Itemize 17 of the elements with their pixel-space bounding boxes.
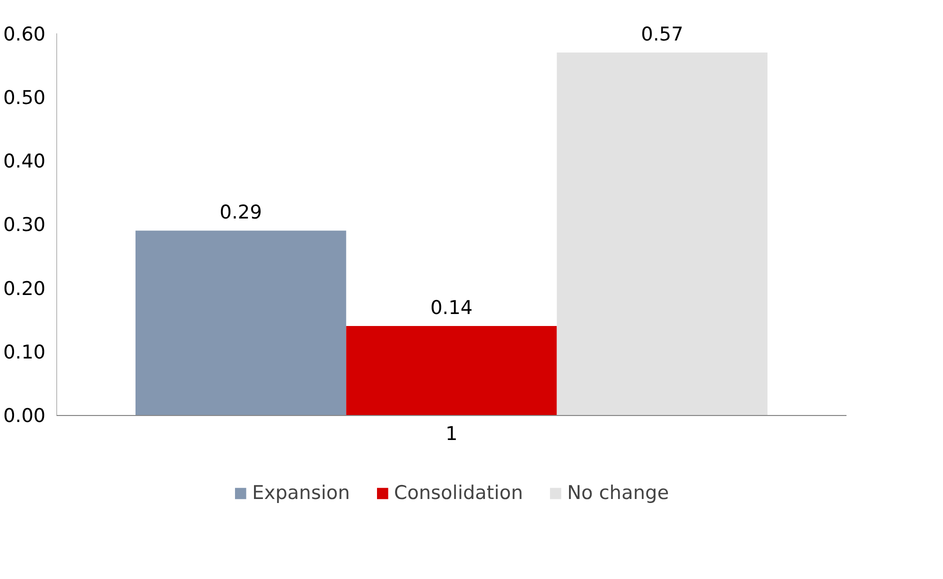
y-tick-label: 0.40 [3,150,46,173]
x-tick-label: 1 [445,423,458,446]
bar [346,326,557,416]
bar [136,230,346,416]
legend-label: No change [567,482,669,504]
data-label: 0.14 [430,297,473,320]
legend-label: Consolidation [394,482,524,504]
data-label: 0.29 [220,202,262,224]
y-tick-label: 0.10 [3,341,46,364]
y-tick-label: 0.20 [3,278,46,300]
data-label: 0.57 [641,23,684,46]
y-tick-label: 0.30 [3,214,46,236]
y-tick-label: 0.00 [3,405,46,428]
bar [556,52,768,416]
y-tick-label: 0.60 [3,23,46,46]
y-tick-label: 0.50 [3,87,46,110]
legend-label: Expansion [252,482,350,504]
